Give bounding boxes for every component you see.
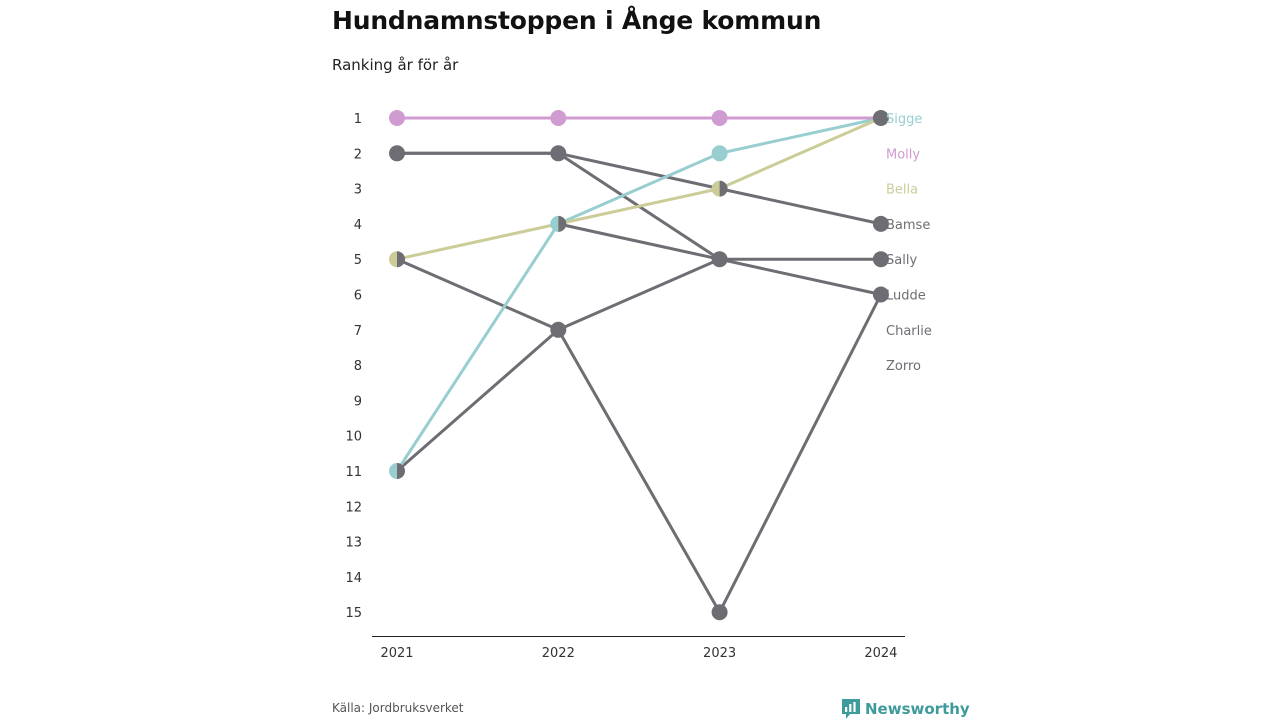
newsworthy-logo-icon xyxy=(842,699,860,719)
y-tick-label: 15 xyxy=(345,606,362,621)
series-label-bella: Bella xyxy=(886,183,918,198)
data-point-sally-2024 xyxy=(872,251,889,268)
y-tick-label: 3 xyxy=(354,183,362,198)
brand-logo[interactable]: Newsworthy xyxy=(842,698,970,720)
data-point-molly-2021 xyxy=(389,110,405,126)
series-label-zorro: Zorro xyxy=(886,359,921,374)
point-marker-right-half xyxy=(719,180,728,197)
data-point-molly-2023 xyxy=(711,110,728,126)
point-marker xyxy=(711,604,728,621)
chart-subtitle: Ranking år för år xyxy=(332,56,459,74)
y-tick-label: 7 xyxy=(354,324,362,339)
y-tick-label: 12 xyxy=(345,500,362,515)
chart-title: Hundnamnstoppen i Ånge kommun xyxy=(332,6,822,35)
data-point-bamse-charlie-2021 xyxy=(389,145,405,162)
x-tick-label: 2021 xyxy=(380,646,413,661)
data-point-sigge-2023 xyxy=(711,145,728,162)
point-marker-right-half xyxy=(397,251,406,268)
data-point-bamse-charlie-2022 xyxy=(550,145,567,162)
y-tick-label: 2 xyxy=(354,147,362,162)
data-point-molly-2022 xyxy=(550,110,567,126)
point-marker-left-half xyxy=(711,180,720,197)
series-line-charlie xyxy=(395,151,883,296)
series-label-bamse: Bamse xyxy=(886,218,930,233)
data-point-sigge-bella-zorro-2022 xyxy=(550,215,567,232)
point-marker xyxy=(872,110,889,126)
series-labels: Sigge Molly Bella Bamse Sally Ludde Charlie Zor… xyxy=(886,112,932,374)
point-marker xyxy=(711,251,728,268)
source-note: Källa: Jordbruksverket xyxy=(332,701,464,715)
data-point-sally-charlie-zorro-2023 xyxy=(711,251,728,268)
point-marker xyxy=(550,321,567,338)
data-point-bella-bamse-2023 xyxy=(711,180,728,197)
data-point-sigge-molly-bella-2024 xyxy=(872,110,889,126)
data-point-ludde-charlie-2024 xyxy=(872,286,889,303)
y-tick-label: 10 xyxy=(345,430,362,445)
series-label-sally: Sally xyxy=(886,253,917,268)
y-tick-label: 6 xyxy=(354,289,362,304)
series-line-zorro xyxy=(556,222,722,261)
series-label-charlie: Charlie xyxy=(886,324,932,339)
y-tick-label: 9 xyxy=(354,394,362,409)
series-lines xyxy=(395,116,883,614)
point-marker xyxy=(550,145,567,162)
point-marker xyxy=(872,215,889,232)
series-line-ludde xyxy=(395,257,883,614)
point-marker-left-half xyxy=(389,251,397,268)
y-tick-label: 4 xyxy=(354,218,362,233)
series-line-sally xyxy=(395,257,883,473)
data-point-bella-ludde-2021 xyxy=(389,251,406,268)
point-marker xyxy=(711,145,728,162)
x-tick-label: 2024 xyxy=(864,646,897,661)
x-axis: 2021 2022 2023 2024 xyxy=(372,636,905,661)
y-tick-label: 5 xyxy=(354,253,362,268)
y-tick-label: 1 xyxy=(354,112,362,127)
point-marker-left-half xyxy=(389,463,397,479)
point-marker xyxy=(711,110,728,126)
data-point-ludde-2023 xyxy=(711,604,728,621)
y-tick-label: 8 xyxy=(354,359,362,374)
series-line-bella xyxy=(395,116,883,261)
point-marker xyxy=(389,145,405,162)
series-points xyxy=(389,110,889,621)
series-line-sigge xyxy=(395,116,883,473)
point-marker xyxy=(550,110,567,126)
series-label-molly: Molly xyxy=(886,147,920,162)
series-label-sigge: Sigge xyxy=(886,112,922,127)
series-label-ludde: Ludde xyxy=(886,289,926,304)
point-marker-left-half xyxy=(550,215,559,232)
y-tick-label: 13 xyxy=(345,536,362,551)
data-point-sigge-sally-2021 xyxy=(389,463,405,479)
x-tick-label: 2023 xyxy=(703,646,736,661)
brand-name: Newsworthy xyxy=(865,700,970,718)
y-tick-label: 11 xyxy=(345,465,362,480)
point-marker-right-half xyxy=(558,215,567,232)
x-tick-label: 2022 xyxy=(542,646,575,661)
point-marker xyxy=(872,251,889,268)
data-point-sally-ludde-2022 xyxy=(550,321,567,338)
data-point-bamse-2024 xyxy=(872,215,889,232)
point-marker xyxy=(389,110,405,126)
y-tick-label: 14 xyxy=(345,571,362,586)
point-marker xyxy=(872,286,889,303)
point-marker-right-half xyxy=(397,463,405,479)
